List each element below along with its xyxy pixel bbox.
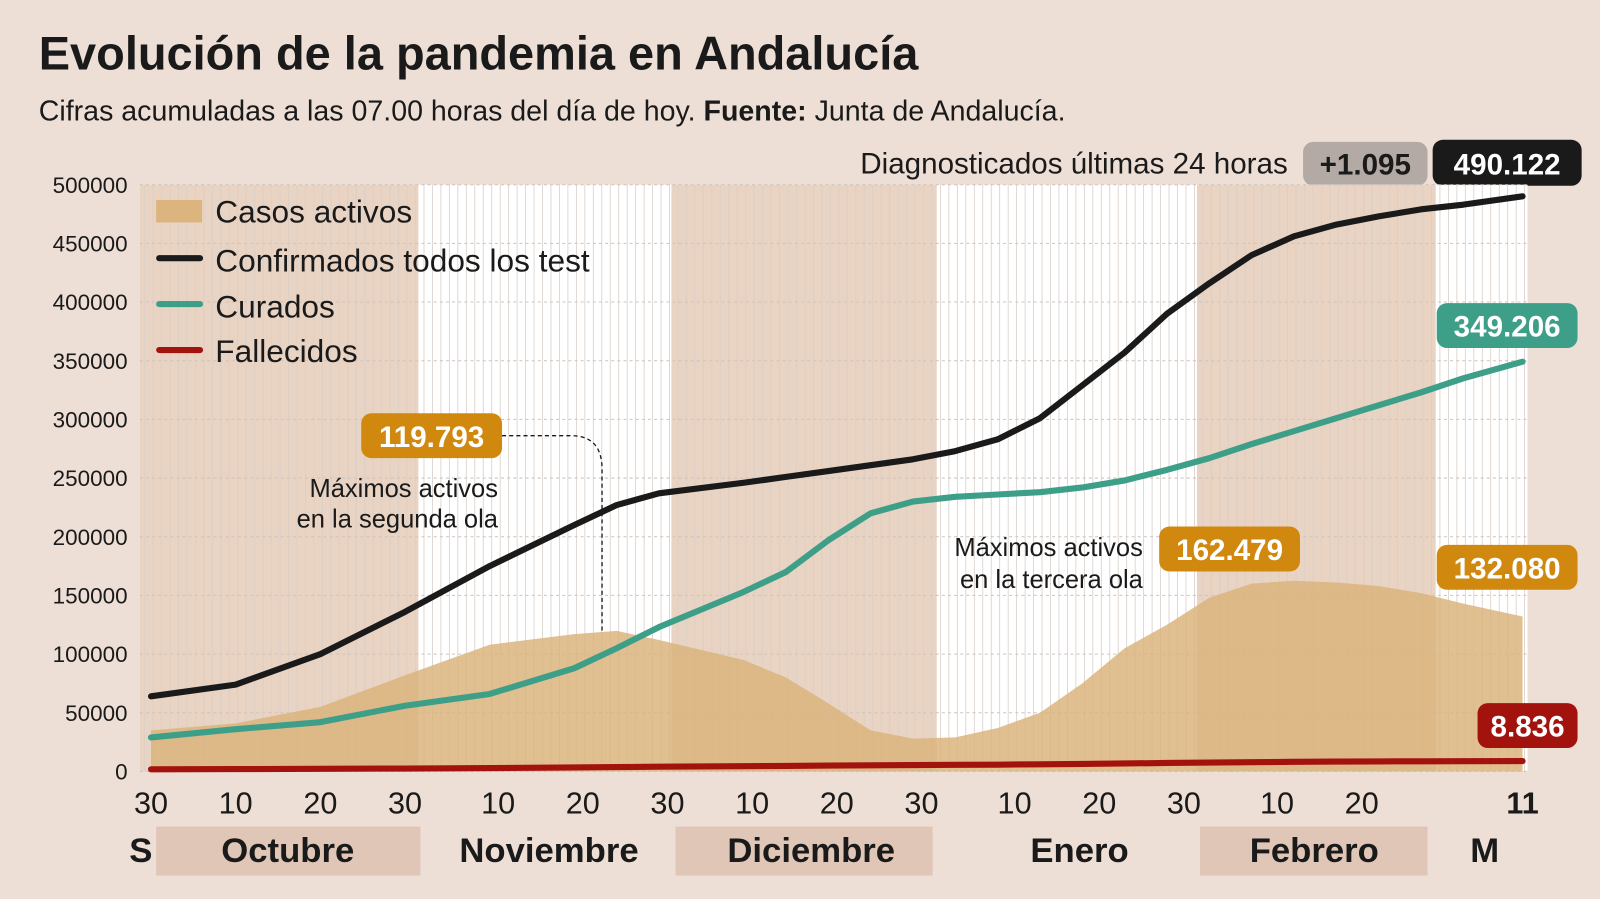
y-tick-label: 150000 (53, 584, 128, 609)
x-tick-label: 20 (1082, 786, 1116, 820)
diagnosed-delta: +1.095 (1320, 149, 1411, 182)
diagnosed-delta-badge (1303, 141, 1428, 186)
y-tick-label: 50000 (65, 701, 127, 726)
x-tick-label: 30 (904, 786, 938, 820)
axes: 5000004500004000003500003000002500002000… (53, 173, 1539, 876)
third-wave-value: 162.479 (1176, 534, 1283, 567)
x-tick-label: 10 (1260, 786, 1294, 820)
month-label: Octubre (221, 832, 354, 870)
diagnosed-label: Diagnosticados últimas 24 horas (860, 147, 1287, 180)
month-band (139, 184, 419, 772)
third-wave-line2: en la tercera ola (960, 566, 1144, 594)
month-band-label-bg (156, 826, 421, 876)
series-area-casos-activos (151, 580, 1523, 772)
x-tick-label: 10 (998, 786, 1032, 820)
legend-swatch-activos (156, 200, 203, 223)
legend: Casos activos Confirmados todos los test… (156, 193, 590, 369)
y-tick-label: 450000 (53, 232, 128, 257)
y-tick-label: 200000 (53, 525, 128, 550)
activos-last-value: 132.080 (1454, 553, 1561, 586)
chart-title: Evolución de la pandemia en Andalucía (39, 27, 919, 79)
y-tick-label: 100000 (53, 642, 128, 667)
second-wave-value: 119.793 (379, 421, 484, 454)
y-tick-label: 250000 (53, 466, 128, 491)
second-wave-line1: Máximos activos (309, 475, 497, 503)
fallecidos-last-value: 8.836 (1491, 711, 1565, 744)
x-tick-label: 30 (1167, 786, 1201, 820)
y-tick-label: 300000 (53, 408, 128, 433)
month-label: Noviembre (459, 832, 638, 870)
y-tick-label: 500000 (53, 173, 128, 198)
diagnosed-total: 490.122 (1454, 149, 1561, 182)
x-tick-label: 20 (1345, 786, 1379, 820)
plot-area (139, 184, 1528, 773)
legend-label-fallecidos: Fallecidos (215, 333, 357, 369)
month-label: Diciembre (727, 832, 895, 870)
month-band-label-bg (1200, 826, 1428, 876)
legend-label-activos: Casos activos (215, 193, 412, 229)
x-tick-label: 20 (566, 786, 600, 820)
y-tick-label: 400000 (53, 290, 128, 315)
annotation-second-wave: 119.793 Máximos activos en la segunda ol… (297, 413, 603, 633)
source-value: Junta de Andalucía. (815, 95, 1066, 127)
y-tick-label: 350000 (53, 349, 128, 374)
month-label: Febrero (1250, 832, 1379, 870)
fallecidos-last-badge (1477, 703, 1578, 748)
month-band-label-bg (675, 826, 933, 876)
x-tick-label: 20 (303, 786, 337, 820)
x-tick-label: 10 (735, 786, 769, 820)
annotation-third-wave: Máximos activos en la tercera ola 162.47… (954, 526, 1300, 594)
second-wave-badge (361, 413, 503, 459)
x-tick-label: 30 (134, 786, 168, 820)
x-tick-label: 11 (1506, 786, 1538, 820)
month-label: Enero (1030, 832, 1128, 870)
y-tick-label: 0 (115, 760, 127, 785)
x-tick-label: 30 (388, 786, 422, 820)
subtitle-text: Cifras acumuladas a las 07.00 horas del … (39, 95, 696, 127)
x-tick-label: 30 (650, 786, 684, 820)
third-wave-badge (1159, 526, 1300, 572)
activos-last-badge (1436, 544, 1578, 590)
curados-last-value: 349.206 (1454, 311, 1561, 344)
chart-subtitle: Cifras acumuladas a las 07.00 horas del … (39, 95, 1066, 127)
legend-label-confirmados: Confirmados todos los test (215, 242, 590, 278)
x-tick-label: 10 (219, 786, 253, 820)
third-wave-line1: Máximos activos (954, 534, 1142, 562)
legend-label-curados: Curados (215, 288, 335, 324)
x-tick-label: 10 (481, 786, 515, 820)
source-label: Fuente: (704, 95, 807, 127)
diagnosed-total-badge (1432, 139, 1582, 186)
second-wave-line2: en la segunda ola (297, 506, 499, 534)
month-label: S (129, 832, 152, 870)
x-tick-label: 20 (820, 786, 854, 820)
curados-last-badge (1436, 303, 1578, 348)
month-label: M (1470, 832, 1499, 870)
leader-line (502, 435, 603, 633)
